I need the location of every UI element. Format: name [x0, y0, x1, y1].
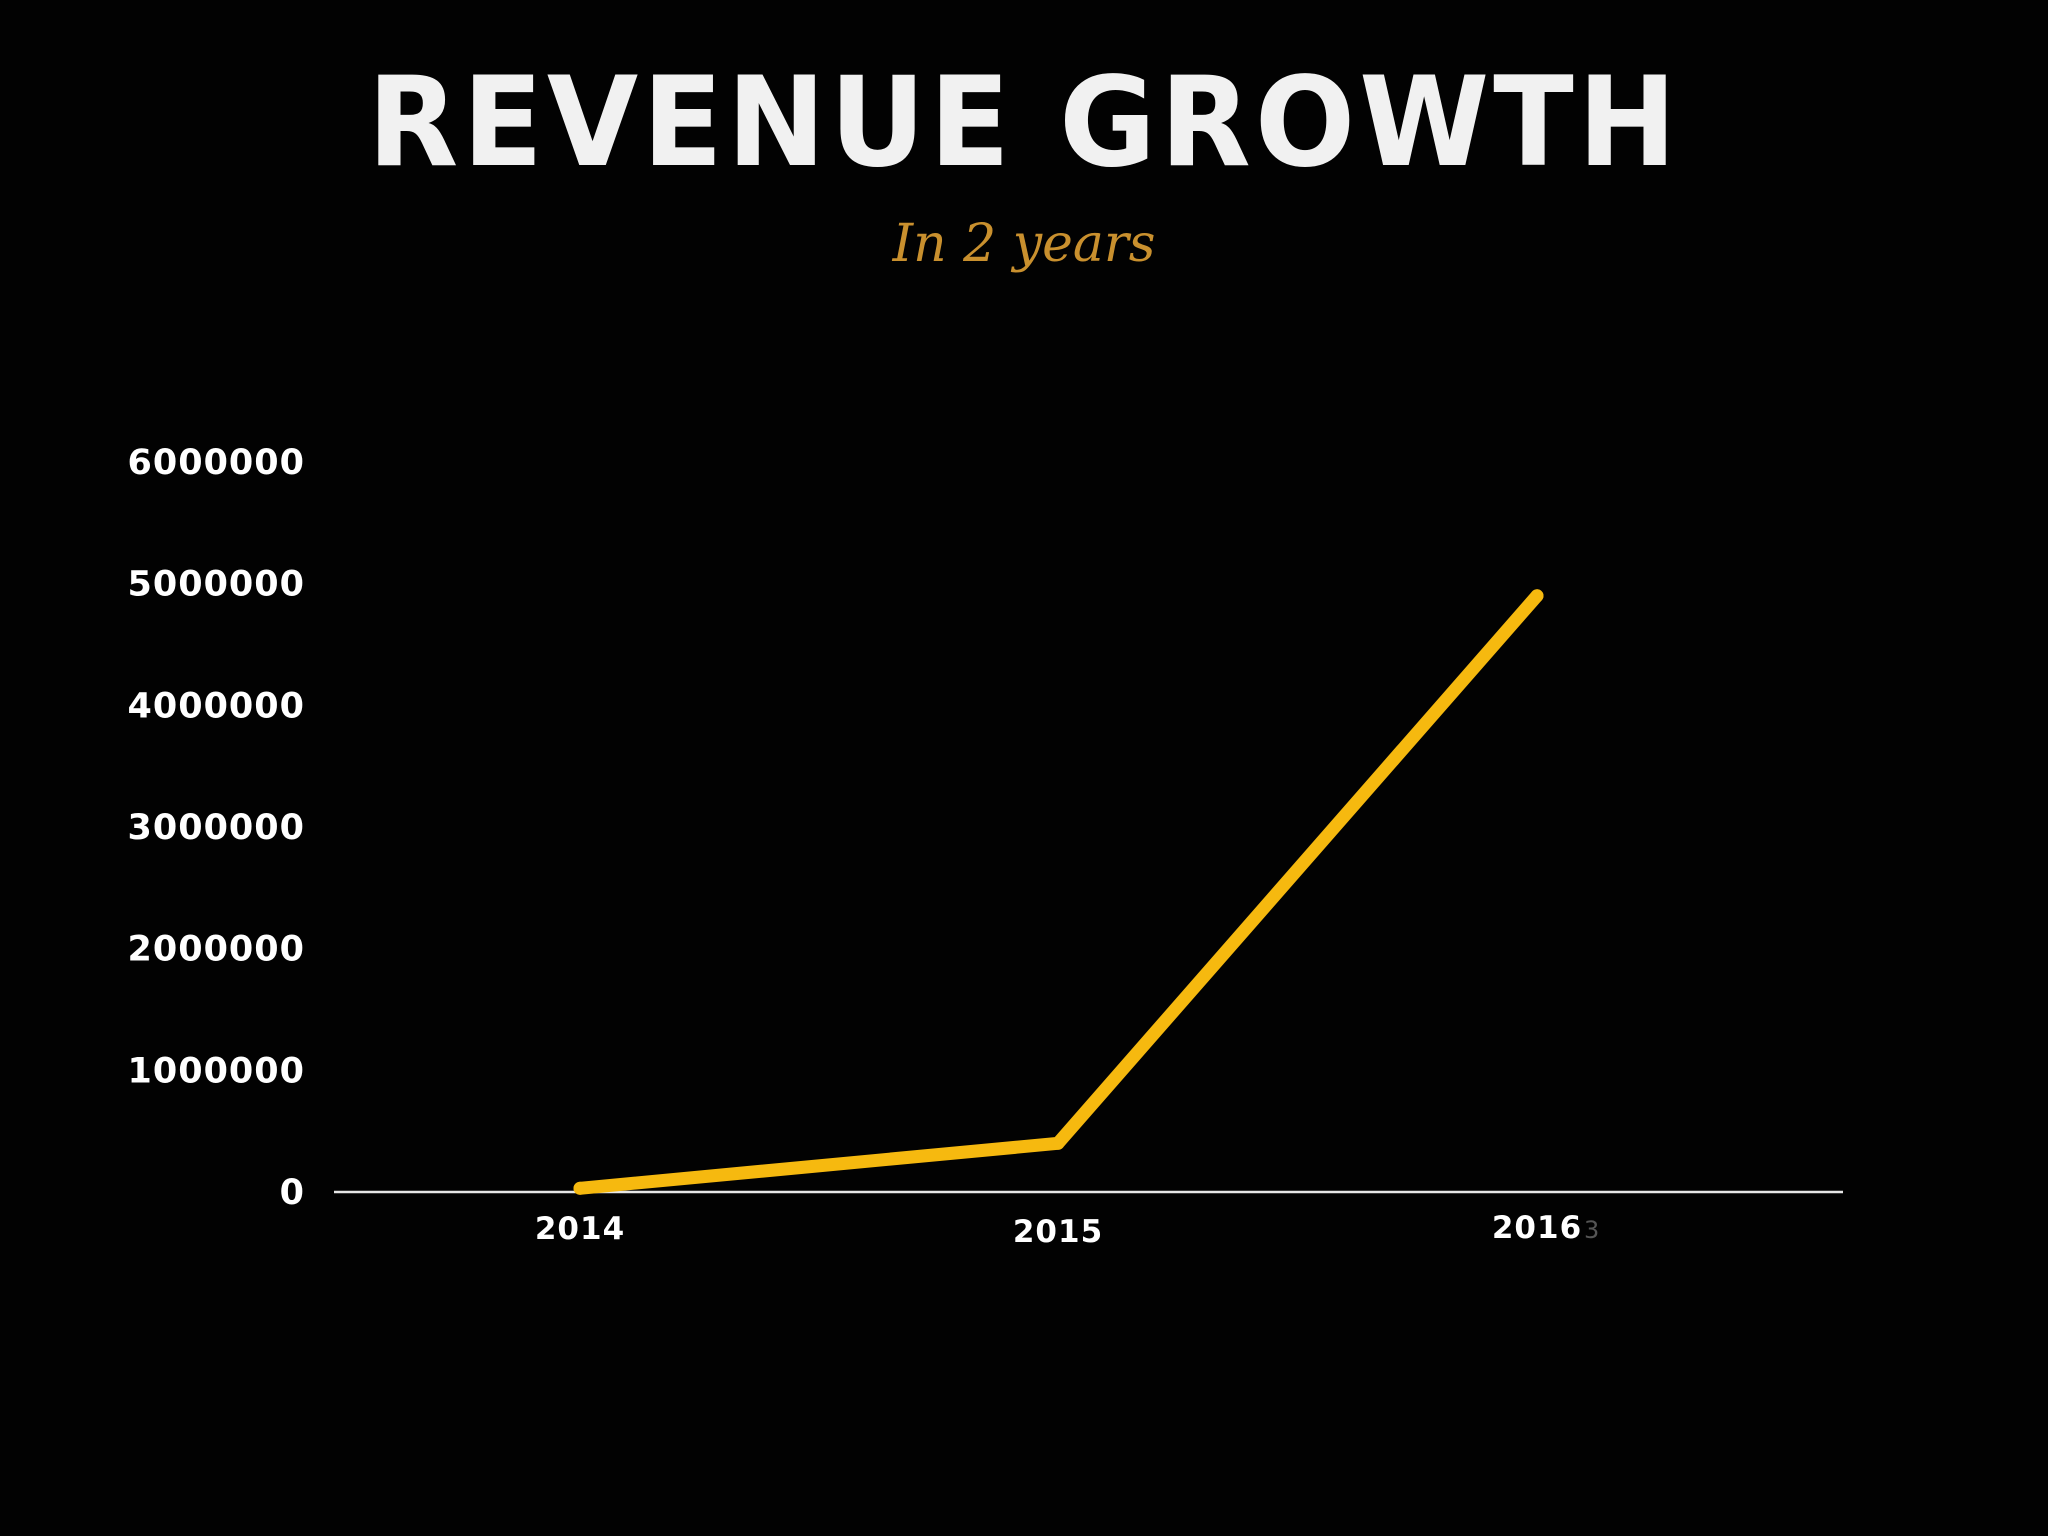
data-point	[573, 1181, 587, 1195]
slide-title: REVENUE GROWTH	[367, 49, 1681, 195]
x-axis-tick-labels: 2014 2015 2016	[535, 1210, 1582, 1250]
page-number: 3	[1584, 1216, 1599, 1244]
y-tick-label: 6000000	[128, 443, 305, 483]
y-tick-label: 1000000	[128, 1051, 305, 1091]
x-tick-label: 2016	[1492, 1210, 1582, 1246]
data-point	[1051, 1136, 1065, 1150]
y-tick-label: 4000000	[128, 686, 305, 726]
slide-subtitle: In 2 years	[892, 214, 1156, 274]
data-point	[1530, 589, 1544, 603]
y-tick-label: 3000000	[128, 808, 305, 848]
y-tick-label: 0	[280, 1173, 305, 1213]
y-tick-label: 5000000	[128, 565, 305, 605]
revenue-series-line	[573, 589, 1544, 1195]
y-axis-tick-labels: 0 1000000 2000000 3000000 4000000 5000000 6000…	[128, 443, 305, 1213]
y-tick-label: 2000000	[128, 930, 305, 970]
x-tick-label: 2015	[1013, 1214, 1103, 1250]
series-layer	[573, 589, 1544, 1195]
x-tick-label: 2014	[535, 1211, 625, 1247]
